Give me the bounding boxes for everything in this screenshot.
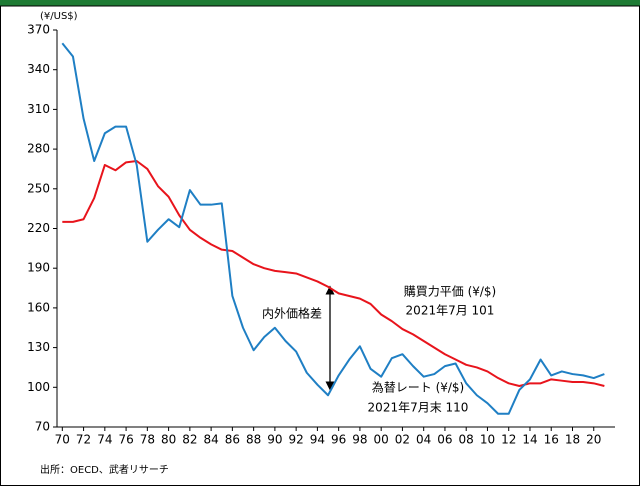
source: 出所：OECD、武者リサーチ — [40, 463, 169, 476]
annotation: 為替レート (¥/$) — [372, 381, 465, 395]
x-tick-label: 76 — [118, 433, 133, 447]
x-tick-label: 86 — [225, 433, 240, 447]
annotation: 購買力平価 (¥/$) — [404, 285, 497, 299]
x-tick-label: 80 — [161, 433, 176, 447]
x-tick-label: 74 — [97, 433, 112, 447]
y-tick-label: 250 — [27, 181, 50, 195]
y-tick-label: 310 — [27, 102, 50, 116]
x-tick-label: 78 — [140, 433, 155, 447]
frame — [0, 5, 640, 486]
series-line — [61, 42, 605, 415]
x-tick-label: 92 — [289, 433, 304, 447]
y-tick-label: 130 — [27, 340, 50, 354]
x-tick-label: 90 — [267, 433, 282, 447]
series-line — [62, 160, 605, 387]
y-tick-label: 280 — [27, 142, 50, 156]
y-tick-label: 220 — [27, 221, 50, 235]
y-tick-label: 160 — [27, 300, 50, 314]
x-tick-label: 04 — [416, 433, 431, 447]
x-tick-label: 12 — [501, 433, 516, 447]
y-tick-label: 340 — [27, 62, 50, 76]
x-tick-label: 94 — [310, 433, 325, 447]
x-tick-label: 96 — [331, 433, 346, 447]
x-tick-label: 10 — [480, 433, 495, 447]
x-tick-label: 98 — [352, 433, 367, 447]
unit-label: (¥/US$) — [40, 11, 78, 22]
x-tick-label: 88 — [246, 433, 261, 447]
x-tick-label: 14 — [522, 433, 537, 447]
y-tick-label: 70 — [35, 420, 50, 434]
x-tick-label: 84 — [203, 433, 218, 447]
annotation: 2021年7月 101 — [406, 304, 495, 318]
x-tick-label: 16 — [544, 433, 559, 447]
x-tick-label: 08 — [459, 433, 474, 447]
y-tick-label: 190 — [27, 261, 50, 275]
y-tick-label: 370 — [27, 23, 50, 37]
x-tick-label: 06 — [437, 433, 452, 447]
x-tick-label: 82 — [182, 433, 197, 447]
x-tick-label: 02 — [395, 433, 410, 447]
top-bar — [0, 0, 640, 6]
x-tick-label: 72 — [76, 433, 91, 447]
annotation: 2021年7月末 110 — [368, 401, 469, 415]
y-tick-label: 100 — [27, 380, 50, 394]
x-tick-label: 20 — [586, 433, 601, 447]
x-tick-label: 00 — [374, 433, 389, 447]
annotation: 内外価格差 — [262, 306, 322, 321]
x-tick-label: 70 — [55, 433, 70, 447]
x-tick-label: 18 — [565, 433, 580, 447]
